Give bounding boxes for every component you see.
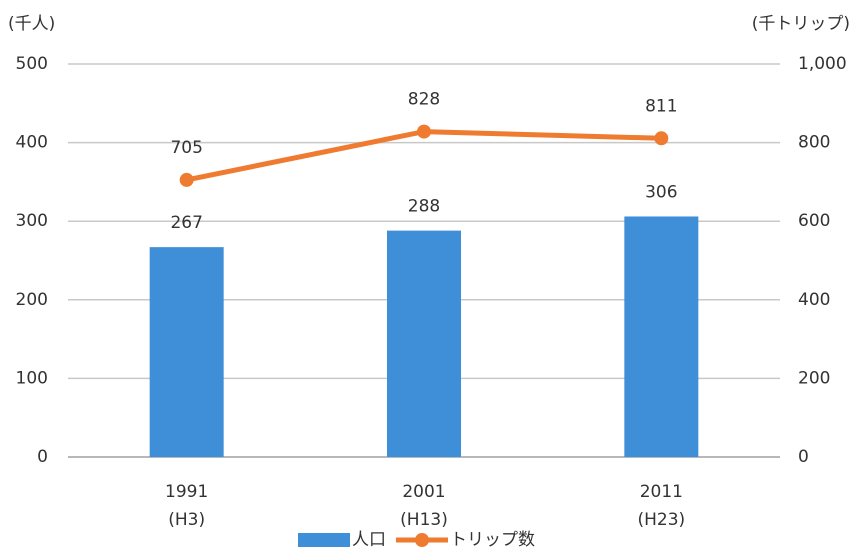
y-tick-label: 0	[37, 447, 48, 467]
x-tick-label: (H13)	[400, 510, 448, 530]
x-tick-label: (H23)	[637, 510, 685, 530]
y-tick-label: 300	[16, 211, 48, 231]
y2-tick-label: 600	[798, 211, 830, 231]
x-tick-label: 1991	[165, 482, 208, 502]
y2-tick-label: 1,000	[798, 54, 847, 74]
data-label: 705	[170, 138, 202, 158]
line-point	[417, 124, 431, 139]
data-label: 828	[408, 90, 440, 110]
y-tick-label: 100	[16, 368, 48, 388]
bar	[387, 230, 461, 457]
y-tick-label: 200	[16, 290, 48, 310]
bar	[149, 247, 224, 457]
data-label: 288	[408, 197, 440, 217]
data-label: 811	[645, 96, 677, 116]
x-tick-label: 2011	[640, 482, 683, 502]
y2-tick-label: 800	[798, 133, 830, 153]
legend-swatch	[415, 533, 429, 547]
y-axis-label: (千人)	[8, 14, 55, 34]
y-tick-label: 400	[16, 133, 48, 153]
y2-tick-label: 0	[798, 447, 809, 467]
line-point	[654, 131, 669, 146]
y-tick-label: 500	[16, 54, 48, 74]
x-tick-label: (H3)	[168, 510, 205, 530]
y2-tick-label: 400	[798, 290, 830, 310]
line	[186, 129, 662, 183]
legend-label: 人口	[352, 530, 386, 550]
legend-swatch	[298, 533, 350, 547]
bar	[624, 216, 699, 457]
data-label: 306	[645, 182, 677, 202]
x-tick-label: 2001	[402, 482, 445, 502]
data-label: 267	[170, 213, 202, 233]
y2-axis-label: (千トリップ)	[752, 14, 850, 34]
y2-tick-label: 200	[798, 368, 830, 388]
legend-label: トリップ数	[450, 530, 535, 550]
line-point	[179, 172, 194, 187]
